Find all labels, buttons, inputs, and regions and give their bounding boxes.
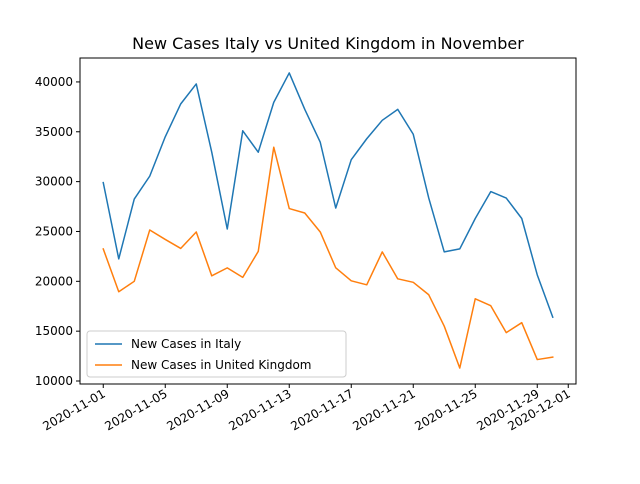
y-tick-label: 40000 [35,75,73,89]
legend-box [86,330,347,378]
y-tick-label: 30000 [35,175,73,189]
y-tick-label: 15000 [35,324,73,338]
legend-label-1: New Cases in Italy [131,337,241,351]
y-tick-label: 35000 [35,125,73,139]
series-line-2 [102,146,554,369]
series-line-1 [102,72,554,319]
y-tick-label: 25000 [35,224,73,238]
plot-frame [79,57,577,385]
plot-area [102,72,554,369]
y-tick-label: 10000 [35,374,73,388]
chart-title: New Cases Italy vs United Kingdom in Nov… [132,34,524,53]
y-tick-label: 20000 [35,274,73,288]
legend-label-2: New Cases in United Kingdom [131,358,312,372]
legend: New Cases in Italy New Cases in United Ki… [86,330,347,378]
